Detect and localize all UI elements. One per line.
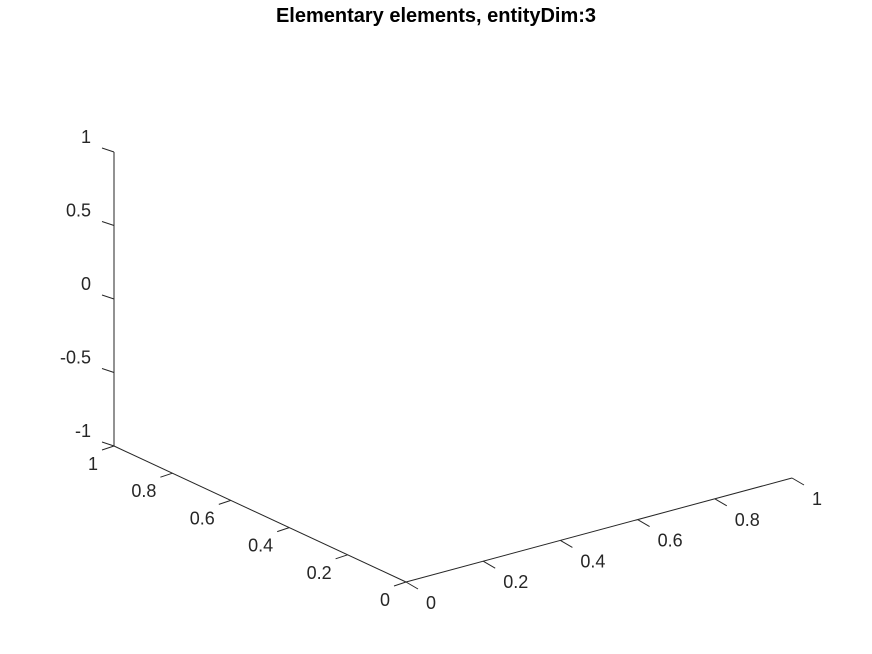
y-tick-label: 0.4 (248, 536, 273, 556)
z-tick-label: 1 (81, 127, 91, 147)
z-tick-mark (101, 368, 115, 373)
y-tick-mark (218, 499, 231, 505)
x-tick-label: 0.2 (503, 572, 528, 592)
x-tick-mark (637, 519, 650, 528)
z-ticks: -1 -0.5 0 0.5 1 (60, 127, 115, 447)
y-tick-label: 0 (380, 590, 390, 610)
x-tick-label: 0.8 (735, 510, 760, 530)
y-tick-label: 0.2 (307, 563, 332, 583)
x-axis-line (405, 477, 793, 583)
z-tick-mark (101, 294, 115, 300)
z-tick-label: 0 (81, 274, 91, 294)
x-tick-label: 0.6 (658, 531, 683, 551)
chart-title: Elementary elements, entityDim:3 (276, 5, 596, 27)
y-tick-mark (160, 472, 173, 478)
y-tick-label: 1 (88, 454, 98, 474)
x-tick-mark (405, 581, 419, 590)
y-tick-label: 0.6 (190, 508, 215, 528)
axes-group (113, 152, 793, 583)
y-tick-mark (335, 554, 348, 560)
y-tick-mark (393, 581, 407, 587)
x-tick-label: 0.4 (580, 551, 605, 571)
y-tick-mark (277, 527, 290, 533)
y-axis-line (113, 445, 407, 583)
x-tick-label: 1 (812, 489, 822, 509)
y-tick-mark (101, 445, 115, 451)
x-tick-mark (791, 477, 805, 486)
x-tick-label: 0 (426, 593, 436, 613)
z-tick-label: 0.5 (66, 201, 91, 221)
z-tick-mark (101, 221, 115, 226)
z-tick-mark (101, 441, 115, 447)
y-tick-label: 0.8 (131, 481, 156, 501)
z-tick-label: -1 (75, 421, 91, 441)
x-ticks: 0 0.2 0.4 0.6 0.8 1 (405, 477, 822, 613)
z-tick-mark (101, 147, 115, 153)
y-ticks: 0 0.2 0.4 0.6 0.8 1 (88, 445, 407, 610)
x-tick-mark (482, 560, 496, 569)
x-tick-mark (560, 539, 573, 548)
x-tick-mark (714, 498, 728, 507)
z-tick-label: -0.5 (60, 348, 91, 368)
